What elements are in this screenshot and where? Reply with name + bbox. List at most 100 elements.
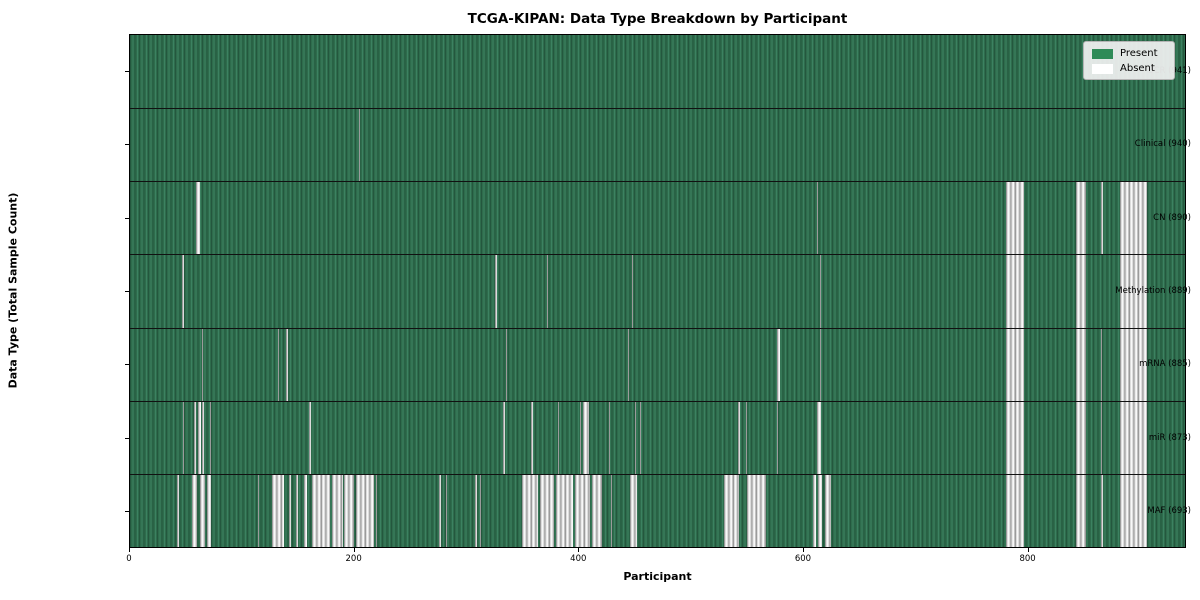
y-tick-mark [125,217,129,219]
x-tick-mark [802,548,804,552]
y-tick-label-Clinical: Clinical (940) [1134,139,1191,150]
heatmap-row-miR [130,400,1185,474]
absent-stripe [634,401,636,474]
x-tick-mark [1027,548,1029,552]
legend-label: Present [1120,48,1158,59]
absent-stripe [630,474,637,547]
absent-stripe [817,182,819,255]
absent-stripe [285,328,289,401]
absent-stripe [289,474,292,547]
absent-stripe [1005,328,1024,401]
y-tick-label-MAF: MAF (693) [1147,506,1191,517]
absent-stripe [1005,401,1024,474]
absent-stripe [1005,255,1024,328]
absent-stripe [737,401,740,474]
absent-stripe [610,474,613,547]
absent-stripe [819,328,821,401]
y-tick-label-CN: CN (890) [1153,212,1191,223]
absent-stripe [198,401,201,474]
y-tick-mark [125,437,129,439]
x-tick-label: 0 [126,554,132,564]
absent-stripe [575,474,590,547]
absent-stripe [177,474,180,547]
absent-stripe [495,255,497,328]
absent-stripe [257,474,259,547]
absent-stripe [199,474,206,547]
heatmap-row-MAF [130,473,1185,547]
absent-stripe [776,328,781,401]
absent-stripe [558,401,560,474]
absent-stripe [207,474,211,547]
y-tick-mark [125,364,129,366]
absent-stripe [182,401,184,474]
y-tick-label-miR: miR (873) [1148,432,1191,443]
absent-stripe [181,255,184,328]
absent-stripe [1100,474,1104,547]
absent-stripe [745,401,747,474]
legend-label: Absent [1120,63,1155,74]
absent-stripe [1100,328,1103,401]
chart-title: TCGA-KIPAN: Data Type Breakdown by Parti… [467,11,848,27]
absent-stripe [547,255,549,328]
absent-stripe [531,401,533,474]
absent-stripe [201,328,203,401]
absent-stripe [1005,182,1024,255]
absent-stripe [1119,328,1147,401]
absent-stripe [591,474,602,547]
absent-stripe [479,474,481,547]
absent-stripe [475,474,477,547]
x-axis-label: Participant [623,570,692,583]
absent-stripe [358,109,360,182]
y-tick-label-Methylation: Methylation (889) [1115,286,1191,296]
absent-stripe [1100,401,1103,474]
y-tick-mark [125,70,129,72]
x-tick-label: 400 [570,554,587,564]
absent-stripe [193,401,197,474]
heatmap-row-Methylation [130,254,1185,328]
absent-stripe [640,401,642,474]
absent-stripe [579,401,581,474]
absent-stripe [522,474,539,547]
absent-stripe [812,474,817,547]
absent-stripe [191,474,198,547]
absent-stripe [295,474,299,547]
y-axis-label: Data Type (Total Sample Count) [6,192,20,389]
absent-stripe [1005,474,1024,547]
absent-stripe [632,255,634,328]
y-tick-mark [125,144,129,146]
absent-stripe [439,474,441,547]
x-tick-label: 800 [1019,554,1036,564]
absent-stripe [375,474,377,547]
legend-item-absent: Absent [1092,63,1166,74]
absent-stripe [209,401,211,474]
absent-stripe [1076,182,1087,255]
legend-swatch-present [1092,48,1113,59]
absent-stripe [446,474,448,547]
absent-stripe [201,401,204,474]
legend-swatch-absent [1092,63,1113,74]
absent-stripe [724,474,739,547]
absent-stripe [608,401,610,474]
y-tick-mark [125,511,129,513]
x-tick-mark [353,548,355,552]
absent-stripe [1119,255,1147,328]
absent-stripe [1119,474,1147,547]
absent-stripe [272,474,284,547]
legend: Present Absent [1083,41,1175,80]
heatmap-row-Clinical [130,108,1185,182]
heatmap-row-mRNA [130,327,1185,401]
absent-stripe [1076,401,1087,474]
legend-item-present: Present [1092,48,1166,59]
x-tick-label: 200 [345,554,362,564]
y-tick-label-mRNA: mRNA (885) [1139,359,1191,370]
absent-stripe [505,328,507,401]
absent-stripe [344,474,355,547]
absent-stripe [540,474,554,547]
absent-stripe [818,474,822,547]
absent-stripe [277,328,280,401]
absent-stripe [356,474,375,547]
absent-stripe [1076,328,1087,401]
y-tick-mark [125,291,129,292]
absent-stripe [1119,182,1147,255]
